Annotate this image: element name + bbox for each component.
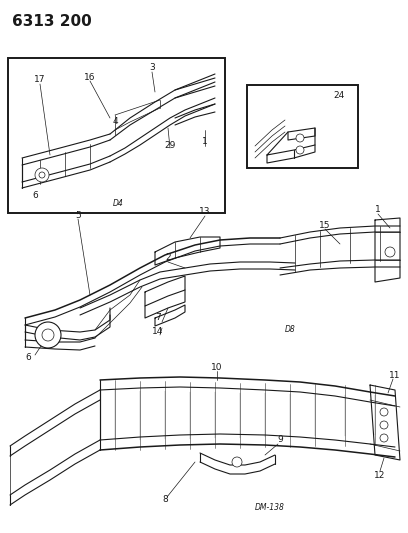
Text: 13: 13 <box>199 207 211 216</box>
Text: 2: 2 <box>165 254 171 262</box>
Circle shape <box>35 168 49 182</box>
Text: 1: 1 <box>202 138 208 147</box>
Text: 17: 17 <box>34 76 46 85</box>
Text: D4: D4 <box>113 198 123 207</box>
Text: 15: 15 <box>319 221 331 230</box>
Text: 11: 11 <box>389 370 401 379</box>
Text: 6313 200: 6313 200 <box>12 14 92 29</box>
Circle shape <box>380 434 388 442</box>
Text: 16: 16 <box>84 72 96 82</box>
Text: 10: 10 <box>211 362 223 372</box>
Text: 4: 4 <box>112 117 118 126</box>
Text: 12: 12 <box>374 471 386 480</box>
Circle shape <box>42 329 54 341</box>
Text: 8: 8 <box>162 496 168 505</box>
Circle shape <box>39 172 45 178</box>
Bar <box>8 58 225 213</box>
Circle shape <box>232 457 242 467</box>
Text: 9: 9 <box>277 435 283 445</box>
Circle shape <box>380 408 388 416</box>
Text: 1: 1 <box>375 206 381 214</box>
Text: 5: 5 <box>75 211 81 220</box>
Text: 14: 14 <box>152 327 164 336</box>
Circle shape <box>380 421 388 429</box>
Text: DM-138: DM-138 <box>255 504 285 513</box>
Circle shape <box>35 322 61 348</box>
Text: 7: 7 <box>155 313 161 322</box>
Text: 29: 29 <box>164 141 176 149</box>
Circle shape <box>296 134 304 142</box>
Circle shape <box>296 146 304 154</box>
Text: 24: 24 <box>333 91 345 100</box>
Circle shape <box>385 247 395 257</box>
Text: 3: 3 <box>149 63 155 72</box>
Bar <box>247 85 358 168</box>
Text: 6: 6 <box>32 190 38 199</box>
Text: D8: D8 <box>285 326 295 335</box>
Text: 6: 6 <box>25 353 31 362</box>
